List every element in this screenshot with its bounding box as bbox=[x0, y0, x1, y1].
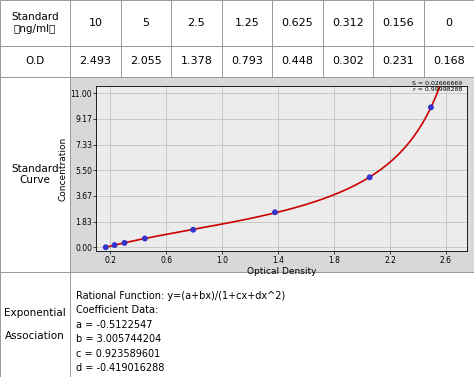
Text: 2.055: 2.055 bbox=[130, 57, 162, 66]
Text: Rational Function: y=(a+bx)/(1+cx+dx^2)
Coefficient Data:
a = -0.5122547
b = 3.0: Rational Function: y=(a+bx)/(1+cx+dx^2) … bbox=[76, 291, 285, 373]
Text: 0.168: 0.168 bbox=[433, 57, 465, 66]
Text: 10: 10 bbox=[88, 18, 102, 28]
Y-axis label: Concentration: Concentration bbox=[59, 137, 68, 201]
Bar bbox=[221, 46, 272, 77]
Point bbox=[190, 227, 197, 233]
Bar bbox=[70, 77, 474, 272]
Point bbox=[121, 240, 128, 246]
Point bbox=[271, 209, 279, 215]
Text: Standard
Curve: Standard Curve bbox=[11, 164, 59, 185]
Bar bbox=[221, 0, 272, 46]
Bar bbox=[373, 46, 424, 77]
Text: 1.25: 1.25 bbox=[235, 18, 259, 28]
Text: 0.448: 0.448 bbox=[281, 57, 313, 66]
Text: 2.5: 2.5 bbox=[188, 18, 205, 28]
Text: O.D: O.D bbox=[26, 57, 45, 66]
Bar bbox=[120, 0, 171, 46]
Bar bbox=[0, 272, 70, 377]
Text: 5: 5 bbox=[142, 18, 149, 28]
Point bbox=[141, 236, 149, 242]
X-axis label: Optical Density: Optical Density bbox=[247, 267, 316, 276]
Text: S = 0.02666669
r = 0.99998288: S = 0.02666669 r = 0.99998288 bbox=[412, 81, 462, 92]
Point bbox=[427, 104, 435, 110]
Bar bbox=[0, 0, 70, 46]
Text: Exponential

Association: Exponential Association bbox=[4, 308, 66, 341]
Text: 0.302: 0.302 bbox=[332, 57, 364, 66]
Bar bbox=[0, 77, 70, 272]
Bar bbox=[0, 46, 70, 77]
Text: 0.231: 0.231 bbox=[383, 57, 414, 66]
Text: Standard
（ng/ml）: Standard （ng/ml） bbox=[11, 12, 59, 34]
Bar bbox=[70, 46, 120, 77]
Point bbox=[366, 174, 374, 180]
Bar bbox=[70, 0, 120, 46]
Bar bbox=[322, 46, 373, 77]
Text: 0: 0 bbox=[445, 18, 452, 28]
Text: 2.493: 2.493 bbox=[79, 57, 111, 66]
Bar bbox=[424, 0, 474, 46]
Bar bbox=[424, 46, 474, 77]
Bar bbox=[171, 46, 221, 77]
Point bbox=[111, 242, 118, 248]
Point bbox=[102, 244, 109, 250]
Bar bbox=[322, 0, 373, 46]
Bar bbox=[70, 272, 474, 377]
Text: 0.312: 0.312 bbox=[332, 18, 364, 28]
Text: 0.625: 0.625 bbox=[282, 18, 313, 28]
Bar bbox=[272, 0, 322, 46]
Text: 1.378: 1.378 bbox=[181, 57, 212, 66]
Text: 0.793: 0.793 bbox=[231, 57, 263, 66]
Bar bbox=[272, 46, 322, 77]
Text: 0.156: 0.156 bbox=[383, 18, 414, 28]
Bar bbox=[171, 0, 221, 46]
Bar bbox=[120, 46, 171, 77]
Bar bbox=[373, 0, 424, 46]
